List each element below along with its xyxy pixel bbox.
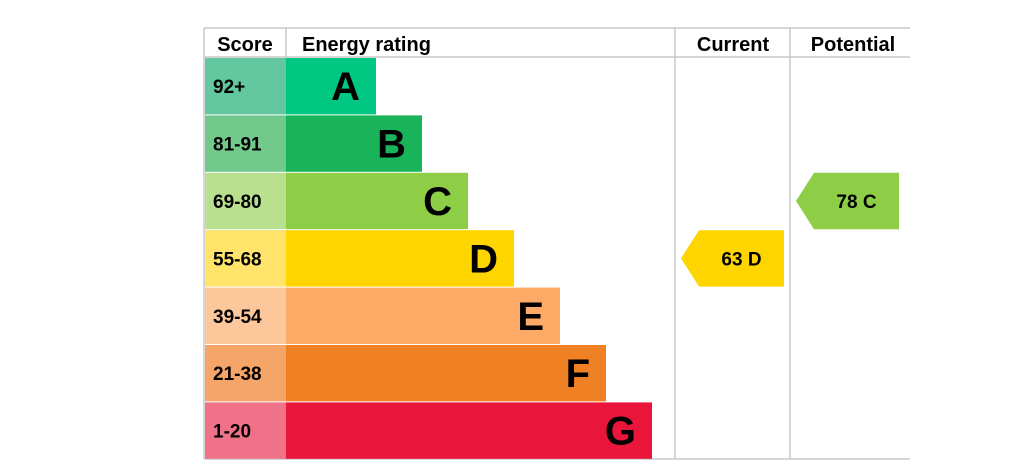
band-g-letter: G bbox=[605, 410, 636, 454]
header-current: Current bbox=[697, 34, 770, 56]
chart-grid bbox=[203, 27, 910, 460]
header-score: Score bbox=[217, 34, 273, 56]
band-b-bar bbox=[286, 115, 422, 172]
band-f-score-range: 21-38 bbox=[213, 364, 262, 385]
band-c-letter: C bbox=[423, 180, 452, 224]
rating-markers: 63 D 78 C bbox=[681, 172, 899, 287]
band-g-score-cell bbox=[205, 402, 286, 459]
rating-bands: 92+ A 81-91 B 69-80 C 55-68 D 39-54 E 21-38 F 1-20 G bbox=[205, 58, 652, 459]
band-d: 55-68 D bbox=[205, 230, 514, 287]
potential-rating-arrow-shape bbox=[796, 172, 899, 230]
potential-rating-arrow: 78 C bbox=[796, 172, 899, 230]
potential-rating-arrow-label: 78 C bbox=[836, 192, 876, 213]
current-rating-arrow-shape bbox=[681, 230, 784, 287]
band-b-score-cell bbox=[205, 115, 286, 172]
band-f-bar bbox=[286, 345, 606, 402]
header-potential: Potential bbox=[811, 34, 895, 56]
band-g: 1-20 G bbox=[205, 402, 652, 459]
band-f: 21-38 F bbox=[205, 345, 606, 402]
band-a: 92+ A bbox=[205, 58, 376, 115]
band-c-bar bbox=[286, 172, 468, 230]
band-c-score-range: 69-80 bbox=[213, 192, 262, 213]
band-e-bar bbox=[286, 287, 560, 344]
chart-header: Score Energy rating Current Potential bbox=[217, 34, 895, 56]
band-e-score-cell bbox=[205, 287, 286, 344]
band-a-letter: A bbox=[331, 65, 360, 109]
band-f-score-cell bbox=[205, 345, 286, 402]
band-c-score-cell bbox=[205, 172, 286, 230]
band-a-score-range: 92+ bbox=[213, 77, 245, 98]
band-d-bar bbox=[286, 230, 514, 287]
band-a-score-cell bbox=[205, 58, 286, 115]
band-d-score-range: 55-68 bbox=[213, 249, 262, 270]
header-energy-rating: Energy rating bbox=[302, 34, 431, 56]
current-rating-arrow: 63 D bbox=[681, 230, 784, 287]
band-d-score-cell bbox=[205, 230, 286, 287]
current-rating-arrow-label: 63 D bbox=[721, 249, 761, 270]
band-b-score-range: 81-91 bbox=[213, 135, 262, 156]
band-b: 81-91 B bbox=[205, 115, 422, 172]
band-a-bar bbox=[286, 58, 376, 115]
band-g-score-range: 1-20 bbox=[213, 422, 251, 443]
band-d-letter: D bbox=[469, 237, 498, 281]
band-c: 69-80 C bbox=[205, 172, 468, 230]
band-f-letter: F bbox=[566, 352, 590, 396]
band-e-score-range: 39-54 bbox=[213, 307, 262, 328]
band-g-bar bbox=[286, 402, 652, 459]
band-e: 39-54 E bbox=[205, 287, 560, 344]
band-e-letter: E bbox=[517, 295, 544, 339]
band-b-letter: B bbox=[377, 123, 406, 167]
